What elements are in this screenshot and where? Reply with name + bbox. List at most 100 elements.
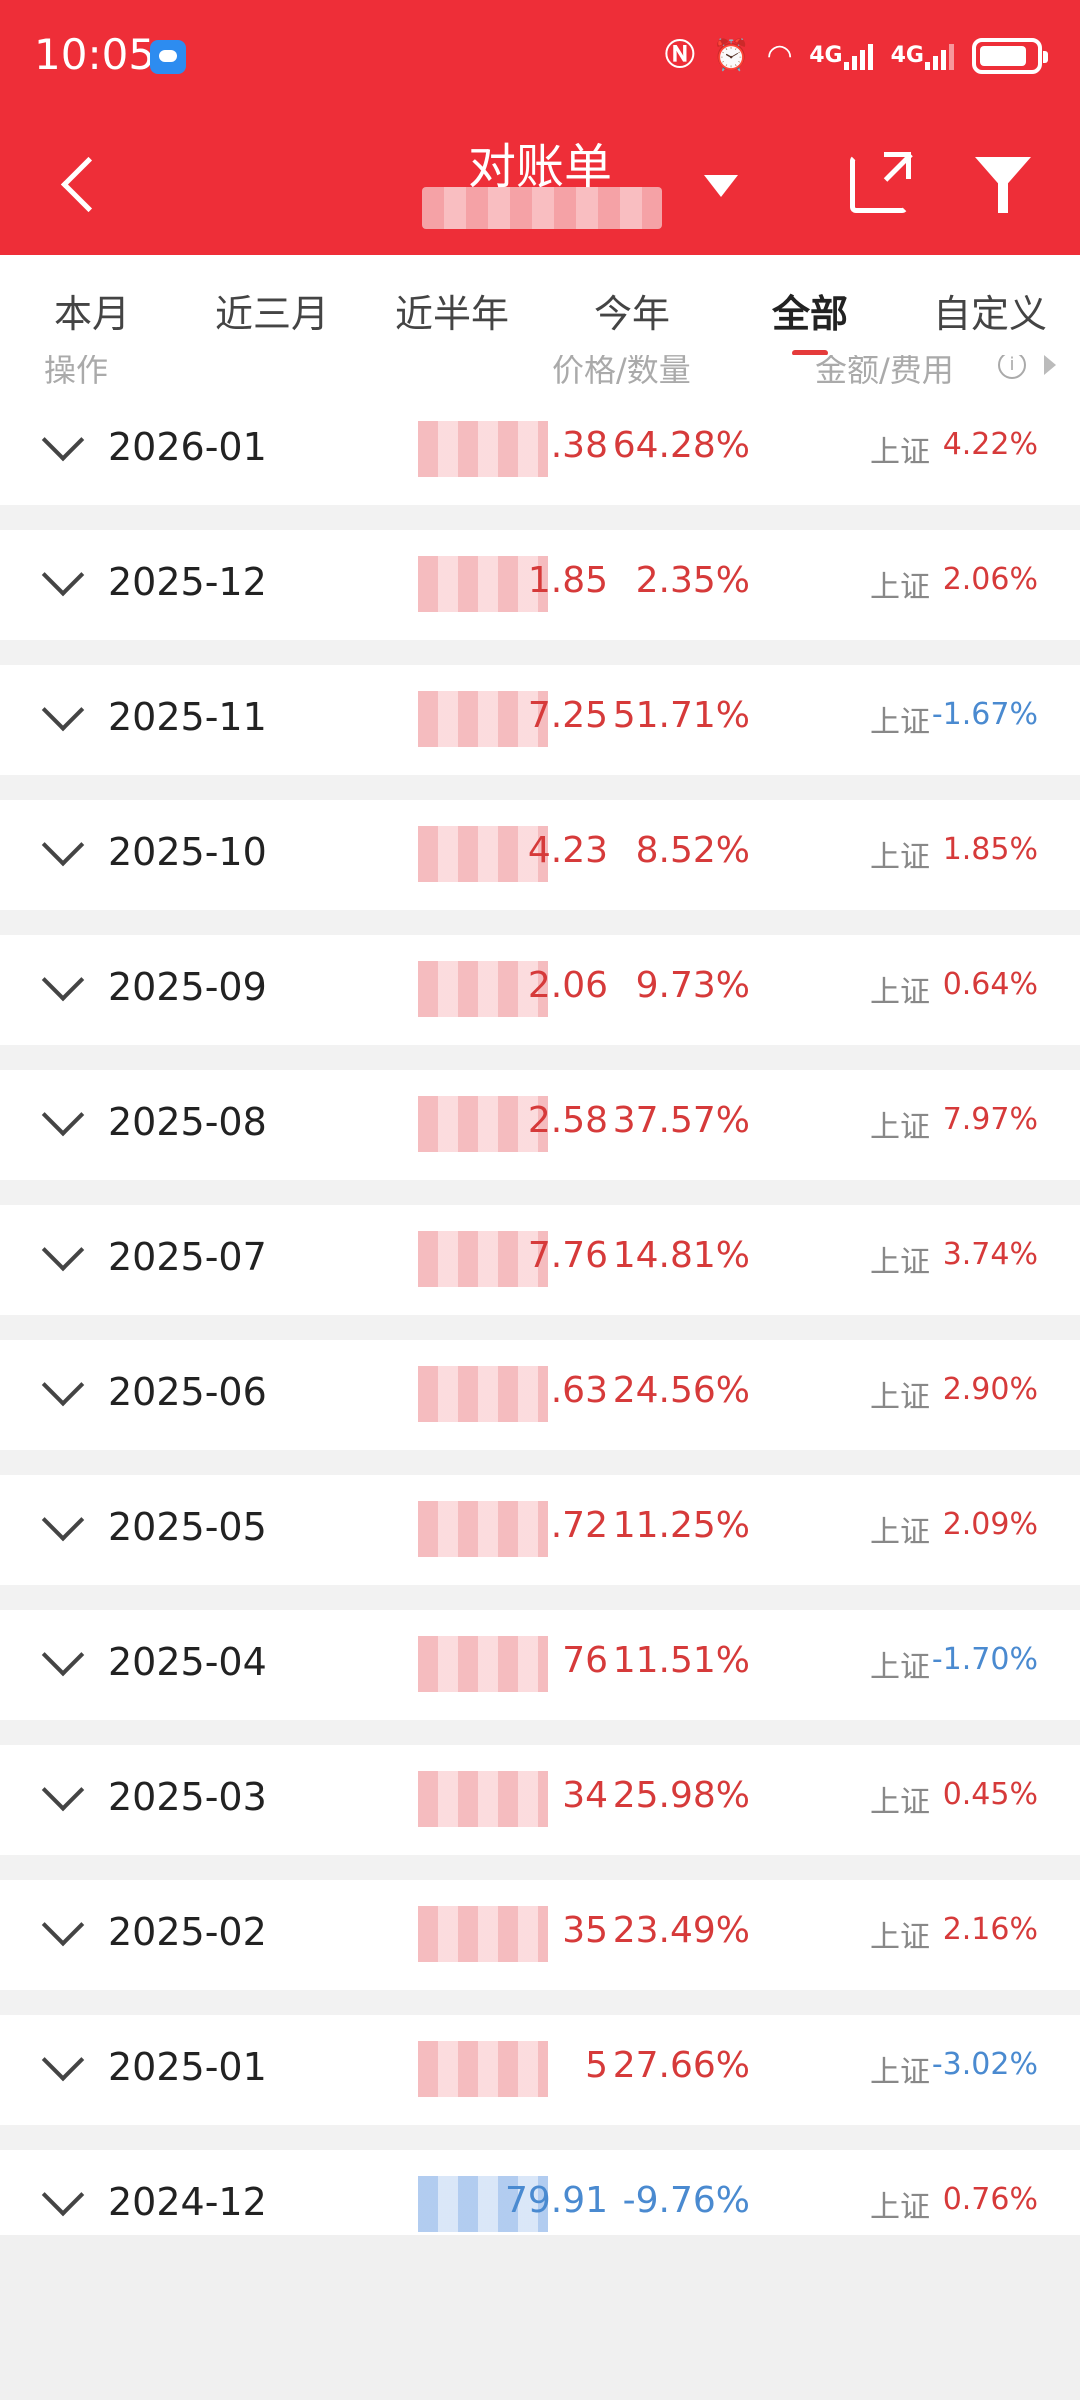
amount-tail: 34 [562,1775,608,1816]
return-percent: 9.73% [635,965,750,1006]
row-month: 2026-01 [108,425,267,469]
masked-amount [418,1366,548,1422]
wifi-icon: ◠ [768,38,792,73]
expand-chevron-icon[interactable] [41,1903,85,1947]
return-percent: 51.71% [612,695,750,736]
amount-tail: 7.25 [527,695,608,736]
expand-chevron-icon[interactable] [41,553,85,597]
statement-row[interactable]: 2025-01 5 27.66% 上证 -3.02% [0,2015,1080,2125]
statement-row[interactable]: 2025-09 2.06 9.73% 上证 0.64% [0,935,1080,1045]
index-name: 上证 [870,435,930,470]
index-name: 上证 [870,2190,930,2225]
app-header: 10:05 Ⓝ ⏰ ◠ 4G 4G 对账单 [0,0,1080,255]
expand-chevron-icon[interactable] [41,1498,85,1542]
tab-this-year[interactable]: 今年 [593,292,670,336]
expand-chevron-icon[interactable] [41,823,85,867]
status-time: 10:05 [34,30,156,79]
amount-tail: 4.23 [527,830,608,871]
index-name: 上证 [870,1380,930,1415]
network-type-label: 4G [809,43,843,68]
masked-amount [418,2041,548,2097]
amount-tail: 76 [562,1640,608,1681]
row-month: 2025-10 [108,830,267,874]
index-name: 上证 [870,840,930,875]
index-change: 2.06% [942,562,1038,597]
masked-amount [418,1501,548,1557]
expand-chevron-icon[interactable] [41,688,85,732]
filter-button[interactable] [975,153,1031,217]
column-amount-fee: 金额/费用 [815,355,954,389]
expand-chevron-icon[interactable] [41,1228,85,1272]
tab-all[interactable]: 全部 [771,292,848,336]
return-percent: 11.51% [612,1640,750,1681]
page-title: 对账单 [467,139,612,195]
return-percent: 25.98% [612,1775,750,1816]
expand-chevron-icon[interactable] [41,1093,85,1137]
return-percent: 8.52% [635,830,750,871]
tab-custom[interactable]: 自定义 [932,292,1047,336]
index-name: 上证 [870,1650,930,1685]
masked-amount [418,421,548,477]
row-month: 2025-04 [108,1640,267,1684]
tab-6-months[interactable]: 近半年 [394,292,509,336]
index-name: 上证 [870,1245,930,1280]
row-month: 2025-12 [108,560,267,604]
statement-row[interactable]: 2025-10 4.23 8.52% 上证 1.85% [0,800,1080,910]
index-change: 3.74% [942,1237,1038,1272]
expand-chevron-icon[interactable] [41,1633,85,1677]
scroll-right-icon[interactable] [1044,355,1056,375]
expand-chevron-icon[interactable] [41,2038,85,2082]
expand-chevron-icon[interactable] [41,1768,85,1812]
index-name: 上证 [870,1515,930,1550]
share-button[interactable] [850,152,911,213]
statement-row[interactable]: 2025-12 1.85 2.35% 上证 2.06% [0,530,1080,640]
masked-amount [418,2176,548,2232]
statement-row[interactable]: 2026-01 .38 64.28% 上证 4.22% [0,395,1080,505]
masked-amount [418,556,548,612]
return-percent: 27.66% [612,2045,750,2086]
statement-list: 2026-01 .38 64.28% 上证 4.22% 2025-12 1.85 2.35% 上… [0,395,1080,2235]
statement-row[interactable]: 2025-03 34 25.98% 上证 0.45% [0,1745,1080,1855]
amount-tail: .38 [550,425,608,466]
amount-tail: 79.91 [504,2180,608,2221]
index-name: 上证 [870,705,930,740]
statement-row[interactable]: 2025-11 7.25 51.71% 上证 -1.67% [0,665,1080,775]
tab-3-months[interactable]: 近三月 [214,292,329,336]
index-change: 2.90% [942,1372,1038,1407]
index-change: 7.97% [942,1102,1038,1137]
expand-chevron-icon[interactable] [41,1363,85,1407]
statement-row[interactable]: 2025-08 2.58 37.57% 上证 7.97% [0,1070,1080,1180]
statement-row[interactable]: 2024-12 79.91 -9.76% 上证 0.76% [0,2150,1080,2235]
statement-row[interactable]: 2025-05 .72 11.25% 上证 2.09% [0,1475,1080,1585]
bottom-area [0,2235,1080,2400]
row-month: 2025-05 [108,1505,267,1549]
index-change: 1.85% [942,832,1038,867]
index-name: 上证 [870,1785,930,1820]
statement-row[interactable]: 2025-02 35 23.49% 上证 2.16% [0,1880,1080,1990]
row-month: 2025-03 [108,1775,267,1819]
return-percent: 24.56% [612,1370,750,1411]
period-tabs: 本月 近三月 近半年 今年 全部 自定义 [0,255,1080,365]
tab-this-month[interactable]: 本月 [53,292,130,336]
row-month: 2025-08 [108,1100,267,1144]
expand-chevron-icon[interactable] [41,2173,85,2217]
account-name-masked [422,187,662,229]
amount-tail: 7.76 [527,1235,608,1276]
index-name: 上证 [870,1920,930,1955]
expand-chevron-icon[interactable] [41,958,85,1002]
statement-row[interactable]: 2025-04 76 11.51% 上证 -1.70% [0,1610,1080,1720]
info-icon[interactable]: i [998,355,1026,379]
alarm-icon: ⏰ [712,38,751,73]
row-month: 2025-09 [108,965,267,1009]
statement-row[interactable]: 2025-06 .63 24.56% 上证 2.90% [0,1340,1080,1450]
amount-tail: 1.85 [527,560,608,601]
statement-row[interactable]: 2025-07 7.76 14.81% 上证 3.74% [0,1205,1080,1315]
masked-amount [418,1636,548,1692]
row-month: 2024-12 [108,2180,267,2224]
expand-chevron-icon[interactable] [41,418,85,462]
index-name: 上证 [870,1110,930,1145]
index-change: -1.67% [931,697,1038,732]
signal-bars-icon [843,44,873,70]
account-dropdown-icon[interactable] [704,175,738,197]
signal-4g-icon: 4G [809,36,873,76]
